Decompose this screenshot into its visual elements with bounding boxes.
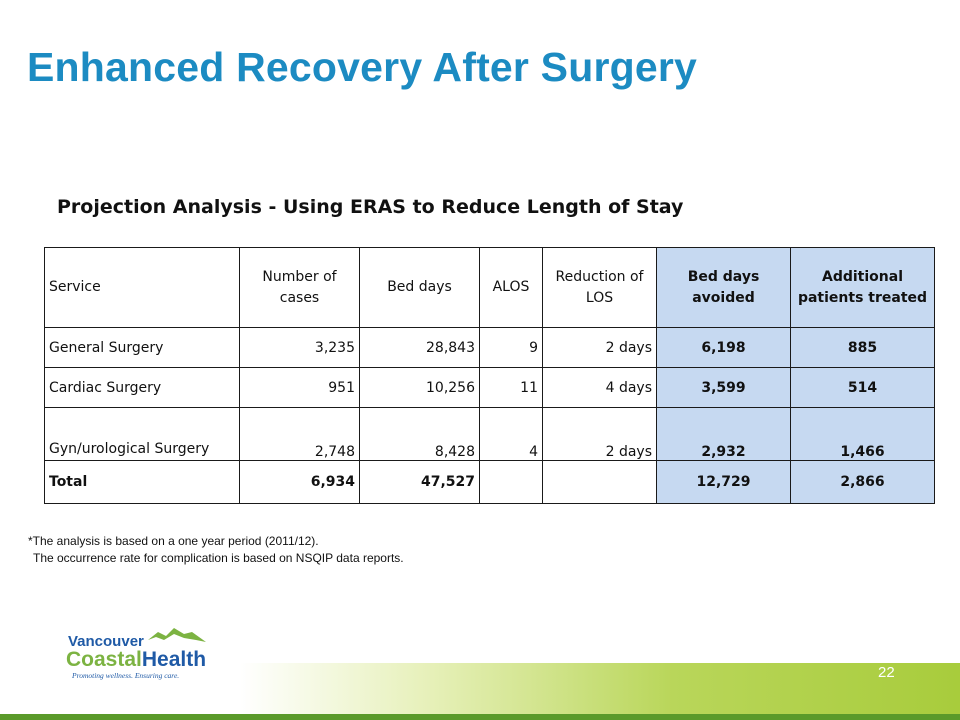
- cell-total-additional-patients: 2,866: [790, 460, 935, 504]
- projection-table: Service Number of cases Bed days ALOS Re…: [44, 247, 935, 504]
- table-row: Cardiac Surgery 951 10,256 11 4 days 3,5…: [44, 367, 935, 408]
- table-row: General Surgery 3,235 28,843 9 2 days 6,…: [44, 327, 935, 368]
- slide-title: Enhanced Recovery After Surgery: [27, 44, 698, 90]
- cell-bed-days-avoided: 3,599: [656, 367, 791, 408]
- logo-tagline: Promoting wellness. Ensuring care.: [71, 671, 179, 680]
- cell-total-bed-days: 47,527: [359, 460, 480, 504]
- cell-total-cases: 6,934: [239, 460, 360, 504]
- vch-logo: Vancouver CoastalHealth Promoting wellne…: [66, 628, 206, 680]
- footnote: *The analysis is based on a one year per…: [28, 533, 404, 567]
- header-additional-patients: Additional patients treated: [790, 247, 935, 328]
- cell-reduction-of-los: 2 days: [542, 327, 657, 368]
- cell-total-reduction: [542, 460, 657, 504]
- cell-additional-patients: 1,466: [790, 407, 935, 461]
- footer-band: [0, 663, 960, 720]
- header-service: Service: [44, 247, 240, 328]
- svg-text:CoastalHealth: CoastalHealth: [66, 648, 206, 671]
- header-reduction-of-los: Reduction of LOS: [542, 247, 657, 328]
- cell-number-of-cases: 951: [239, 367, 360, 408]
- cell-service: Cardiac Surgery: [44, 367, 240, 408]
- table-row: Gyn/urological Surgery 2,748 8,428 4 2 d…: [44, 407, 935, 461]
- cell-service: General Surgery: [44, 327, 240, 368]
- footnote-line-2: The occurrence rate for complication is …: [33, 551, 404, 565]
- cell-number-of-cases: 2,748: [239, 407, 360, 461]
- footnote-line-1: *The analysis is based on a one year per…: [28, 534, 319, 548]
- logo-vancouver: Vancouver: [68, 633, 144, 650]
- table-subtitle: Projection Analysis - Using ERAS to Redu…: [57, 196, 684, 218]
- logo-health: Health: [142, 648, 206, 671]
- page-number: 22: [878, 664, 895, 681]
- cell-reduction-of-los: 2 days: [542, 407, 657, 461]
- footer-line: [0, 714, 960, 720]
- cell-alos: 4: [479, 407, 543, 461]
- logo-coastal: Coastal: [66, 648, 142, 671]
- cell-bed-days: 8,428: [359, 407, 480, 461]
- table-total-row: Total 6,934 47,527 12,729 2,866: [44, 460, 935, 504]
- cell-reduction-of-los: 4 days: [542, 367, 657, 408]
- cell-additional-patients: 514: [790, 367, 935, 408]
- cell-total-bed-days-avoided: 12,729: [656, 460, 791, 504]
- header-number-of-cases: Number of cases: [239, 247, 360, 328]
- cell-alos: 11: [479, 367, 543, 408]
- cell-bed-days-avoided: 2,932: [656, 407, 791, 461]
- cell-bed-days: 10,256: [359, 367, 480, 408]
- cell-service: Gyn/urological Surgery: [44, 407, 240, 461]
- cell-bed-days: 28,843: [359, 327, 480, 368]
- cell-total-label: Total: [44, 460, 240, 504]
- table-header-row: Service Number of cases Bed days ALOS Re…: [44, 247, 935, 328]
- mountain-icon: [148, 628, 206, 642]
- cell-total-alos: [479, 460, 543, 504]
- cell-bed-days-avoided: 6,198: [656, 327, 791, 368]
- header-alos: ALOS: [479, 247, 543, 328]
- cell-number-of-cases: 3,235: [239, 327, 360, 368]
- cell-additional-patients: 885: [790, 327, 935, 368]
- cell-alos: 9: [479, 327, 543, 368]
- header-bed-days: Bed days: [359, 247, 480, 328]
- header-bed-days-avoided: Bed days avoided: [656, 247, 791, 328]
